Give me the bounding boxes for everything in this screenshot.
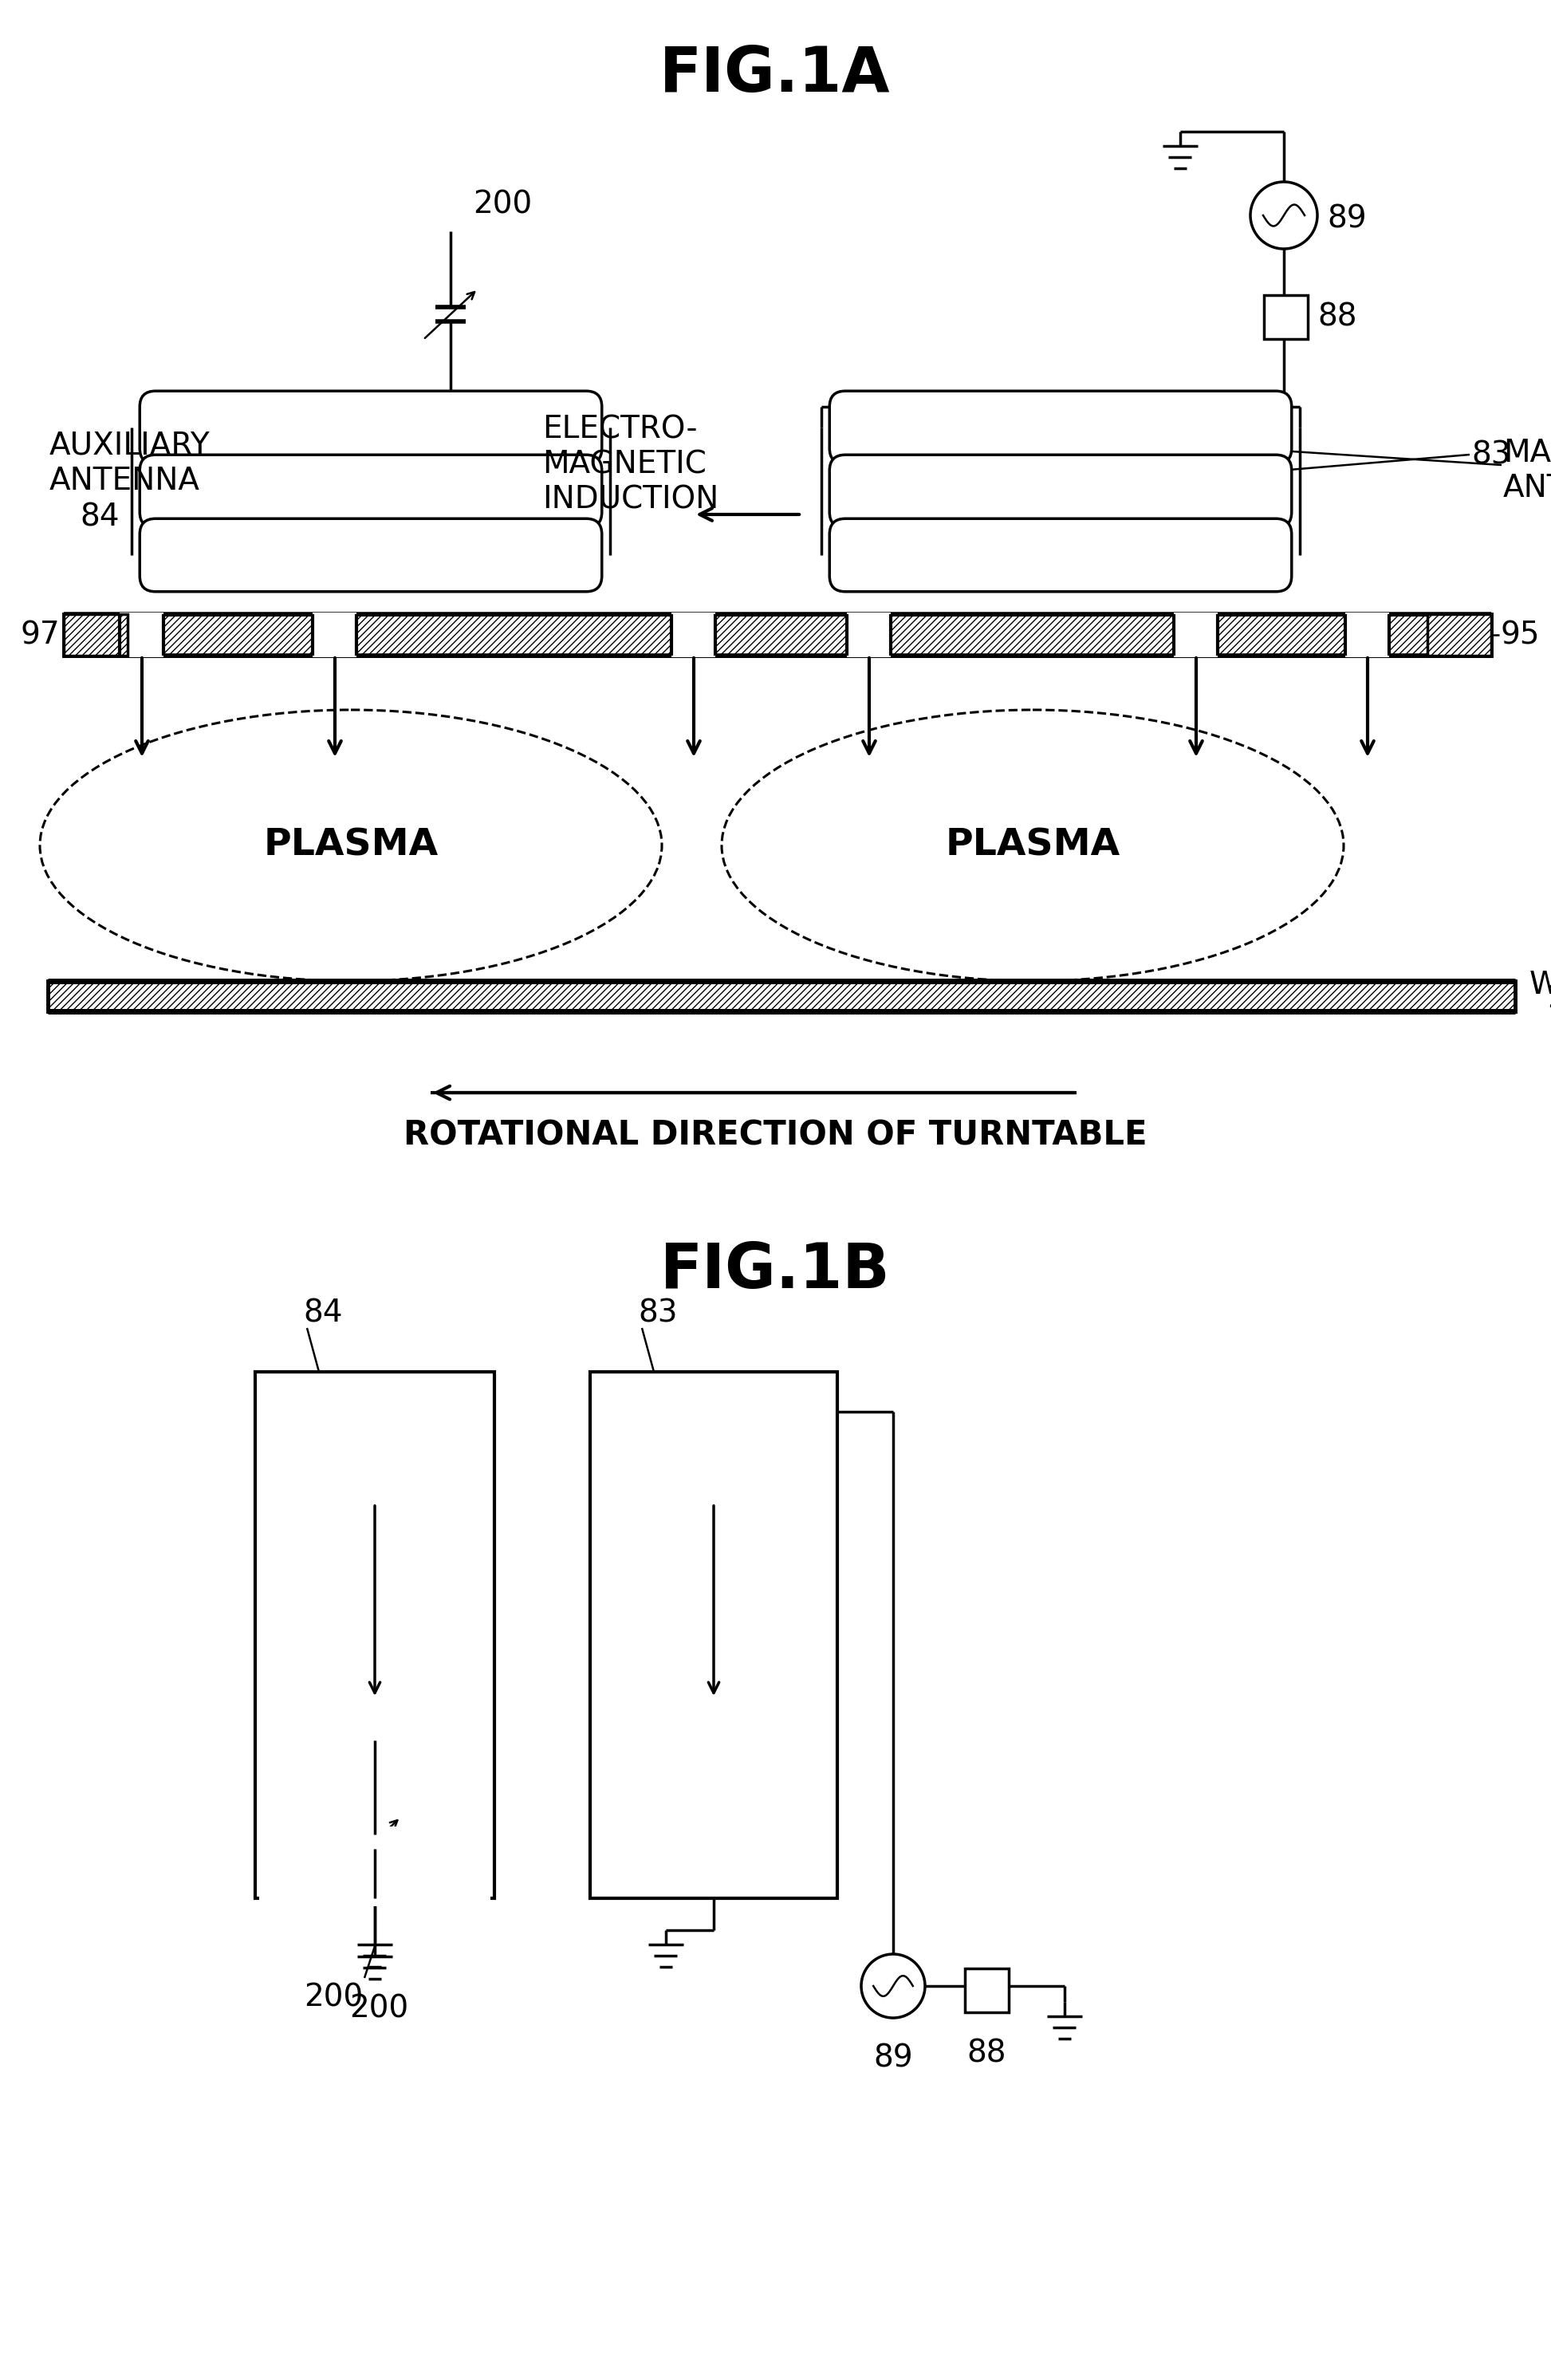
Text: ROTATIONAL DIRECTION OF TURNTABLE: ROTATIONAL DIRECTION OF TURNTABLE — [403, 1119, 1146, 1152]
Text: AUXILIARY
ANTENNA: AUXILIARY ANTENNA — [50, 431, 211, 495]
Text: 88: 88 — [968, 2037, 1007, 2068]
Text: FIG.1B: FIG.1B — [661, 1240, 890, 1302]
Text: 89: 89 — [873, 2044, 914, 2073]
FancyBboxPatch shape — [830, 455, 1292, 528]
Bar — [1174, 612, 1218, 657]
Text: PLASMA: PLASMA — [945, 828, 1120, 864]
FancyBboxPatch shape — [830, 390, 1292, 464]
Bar — [1264, 295, 1307, 338]
Text: MAIN
ANTENNA: MAIN ANTENNA — [1503, 438, 1551, 502]
Circle shape — [861, 1954, 924, 2018]
Text: 88: 88 — [1317, 302, 1357, 333]
FancyBboxPatch shape — [140, 390, 602, 464]
Bar — [1346, 612, 1390, 657]
Text: FIG.1A: FIG.1A — [659, 43, 890, 105]
Text: PLASMA: PLASMA — [264, 828, 439, 864]
Circle shape — [1250, 181, 1317, 250]
Text: 89: 89 — [1328, 205, 1366, 236]
Text: W: W — [1529, 971, 1551, 1000]
Bar — [1427, 614, 1491, 655]
Text: 95: 95 — [1501, 619, 1540, 650]
Bar — [48, 981, 1515, 1012]
Text: 84: 84 — [79, 502, 119, 533]
Text: 83: 83 — [637, 1297, 678, 1328]
Text: 84: 84 — [302, 1297, 343, 1328]
Bar — [965, 1968, 1008, 2013]
Bar — [313, 612, 357, 657]
Bar — [672, 612, 715, 657]
Bar — [589, 1371, 838, 1899]
FancyBboxPatch shape — [140, 455, 602, 528]
Bar — [256, 1371, 495, 1899]
Text: 83: 83 — [1472, 440, 1511, 469]
Bar — [64, 614, 127, 655]
Bar — [259, 1825, 490, 1906]
Text: 200: 200 — [473, 188, 532, 219]
Text: 200: 200 — [349, 1994, 408, 2025]
Text: 2: 2 — [1546, 983, 1551, 1014]
Text: 200: 200 — [304, 1983, 363, 2013]
FancyBboxPatch shape — [140, 519, 602, 593]
Bar — [847, 612, 892, 657]
Text: ELECTRO-
MAGNETIC
INDUCTION: ELECTRO- MAGNETIC INDUCTION — [543, 414, 718, 514]
Text: 97: 97 — [20, 619, 60, 650]
Bar — [119, 612, 164, 657]
FancyBboxPatch shape — [830, 519, 1292, 593]
Bar — [64, 614, 1491, 655]
